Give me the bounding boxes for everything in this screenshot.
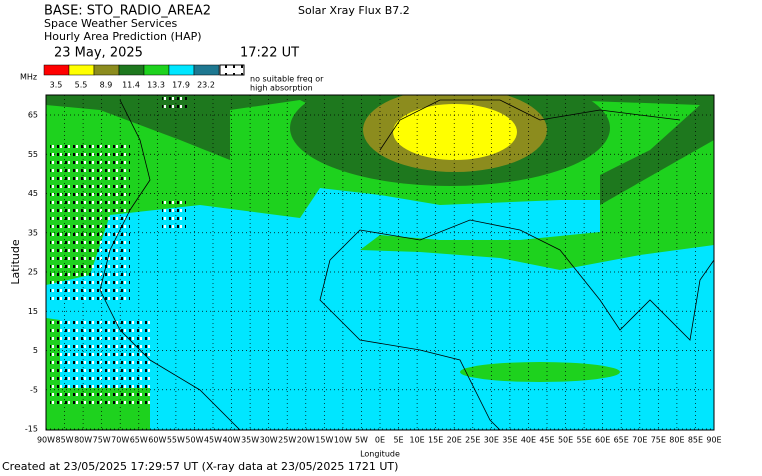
x-tick-label: 90W [37,436,55,445]
legend-label: 5.5 [75,81,88,90]
y-tick-label: 55 [28,150,38,159]
x-tick-label: 55E [576,436,591,445]
x-tick-label: 60W [148,436,166,445]
map-frame [45,94,715,431]
x-tick-label: 40E [521,436,536,445]
x-tick-label: 0E [375,436,385,445]
legend-swatch [168,64,195,76]
x-tick-label: 35E [502,436,517,445]
x-tick-label: 45E [539,436,554,445]
x-tick-label: 60E [595,436,610,445]
x-tick-label: 80E [669,436,684,445]
x-tick-label: 70W [111,436,129,445]
x-axis-label: Longitude [360,450,400,459]
x-tick-label: 30E [484,436,499,445]
legend-label: 11.4 [122,81,140,90]
legend-label: 3.5 [50,81,63,90]
map-field [46,95,714,430]
solar-flux: Solar Xray Flux B7.2 [298,4,410,17]
x-tick-label: 45W [204,436,222,445]
y-tick-label: 5 [33,346,38,355]
product-name: Hourly Area Prediction (HAP) [44,30,202,43]
x-tick-label: 75E [651,436,666,445]
legend-no-freq-swatch [219,64,245,76]
y-tick-label: -15 [25,425,38,434]
x-tick-label: 65W [130,436,148,445]
no-freq-area [162,95,188,109]
service-name: Space Weather Services [44,17,177,30]
legend-swatch [118,64,145,76]
no-freq-area [162,198,186,228]
x-tick-label: 40W [223,436,241,445]
x-tick-label: 85W [56,436,74,445]
legend-label: 8.9 [100,81,113,90]
x-tick-label: 55W [167,436,185,445]
base-title: BASE: STO_RADIO_AREA2 [44,4,211,19]
y-axis-label: Latitude [9,239,22,285]
y-tick-label: 45 [28,189,38,198]
x-tick-label: 65E [614,436,629,445]
x-tick-label: 25E [465,436,480,445]
x-tick-label: 5W [355,436,368,445]
legend-label: 17.9 [172,81,190,90]
no-freq-area [50,320,150,408]
x-tick-label: 85E [688,436,703,445]
legend-swatch [193,64,220,76]
x-tick-label: 50W [185,436,203,445]
legend-swatch [43,64,70,76]
x-tick-label: 50E [558,436,573,445]
x-tick-label: 90E [706,436,721,445]
x-tick-label: 25W [278,436,296,445]
legend-label: 13.3 [147,81,165,90]
x-tick-label: 20W [297,436,315,445]
x-tick-label: 15W [315,436,333,445]
x-tick-label: 75W [93,436,111,445]
legend: 3.5 5.5 8.9 11.4 13.3 17.9 23.2 [43,64,220,90]
graticule [46,95,714,430]
footer: Created at 23/05/2025 17:29:57 UT (X-ray… [2,460,398,473]
coastlines [99,99,714,430]
y-tick-label: 65 [28,111,38,120]
legend-unit: MHz [20,73,37,82]
y-tick-label: 25 [28,268,38,277]
x-tick-label: 15E [428,436,443,445]
x-tick-label: 10W [334,436,352,445]
x-tick-label: 70E [632,436,647,445]
y-tick-label: 35 [28,228,38,237]
region-dark-green [46,95,714,205]
legend-swatch [68,64,95,76]
y-tick-label: -5 [30,385,38,394]
x-tick-label: 35W [241,436,259,445]
legend-note: high absorption [250,84,313,93]
x-tick-label: 30W [260,436,278,445]
no-freq-area [50,140,130,300]
time: 17:22 UT [240,46,299,61]
legend-swatch [93,64,120,76]
x-tick-label: 5E [393,436,403,445]
x-tick-label: 80W [74,436,92,445]
region-green [460,362,620,382]
legend-swatch [143,64,170,76]
legend-label: 23.2 [197,81,215,90]
legend-note: no suitable freq or [250,75,324,84]
x-tick-label: 10E [409,436,424,445]
region-yellow [393,104,517,160]
y-tick-label: 15 [28,307,38,316]
x-tick-label: 20E [447,436,462,445]
date: 23 May, 2025 [54,46,143,61]
